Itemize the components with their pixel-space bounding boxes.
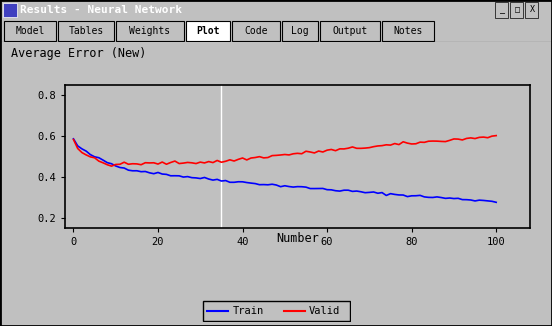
Bar bbox=[3, 3, 17, 17]
Bar bbox=[232, 21, 280, 41]
Bar bbox=[382, 21, 434, 41]
Text: Average Error (New): Average Error (New) bbox=[11, 48, 146, 61]
Text: Weights: Weights bbox=[129, 26, 171, 36]
Text: Notes: Notes bbox=[394, 26, 423, 36]
Bar bbox=[495, 2, 508, 18]
Text: Code: Code bbox=[244, 26, 268, 36]
Text: Valid: Valid bbox=[309, 306, 340, 316]
Text: Train: Train bbox=[232, 306, 264, 316]
Text: Plot: Plot bbox=[197, 26, 220, 36]
Bar bbox=[58, 21, 114, 41]
Bar bbox=[282, 21, 318, 41]
Text: Model: Model bbox=[15, 26, 45, 36]
Text: Log: Log bbox=[291, 26, 309, 36]
Bar bbox=[4, 21, 56, 41]
Bar bbox=[186, 21, 230, 41]
Text: □: □ bbox=[514, 6, 519, 14]
Text: Results - Neural Network: Results - Neural Network bbox=[20, 5, 182, 15]
Text: Number: Number bbox=[276, 231, 319, 244]
Text: Tables: Tables bbox=[68, 26, 104, 36]
Bar bbox=[510, 2, 523, 18]
Bar bbox=[116, 21, 184, 41]
Text: Output: Output bbox=[332, 26, 368, 36]
Text: X: X bbox=[529, 6, 534, 14]
Bar bbox=[525, 2, 538, 18]
Bar bbox=[320, 21, 380, 41]
Text: _: _ bbox=[500, 6, 505, 14]
